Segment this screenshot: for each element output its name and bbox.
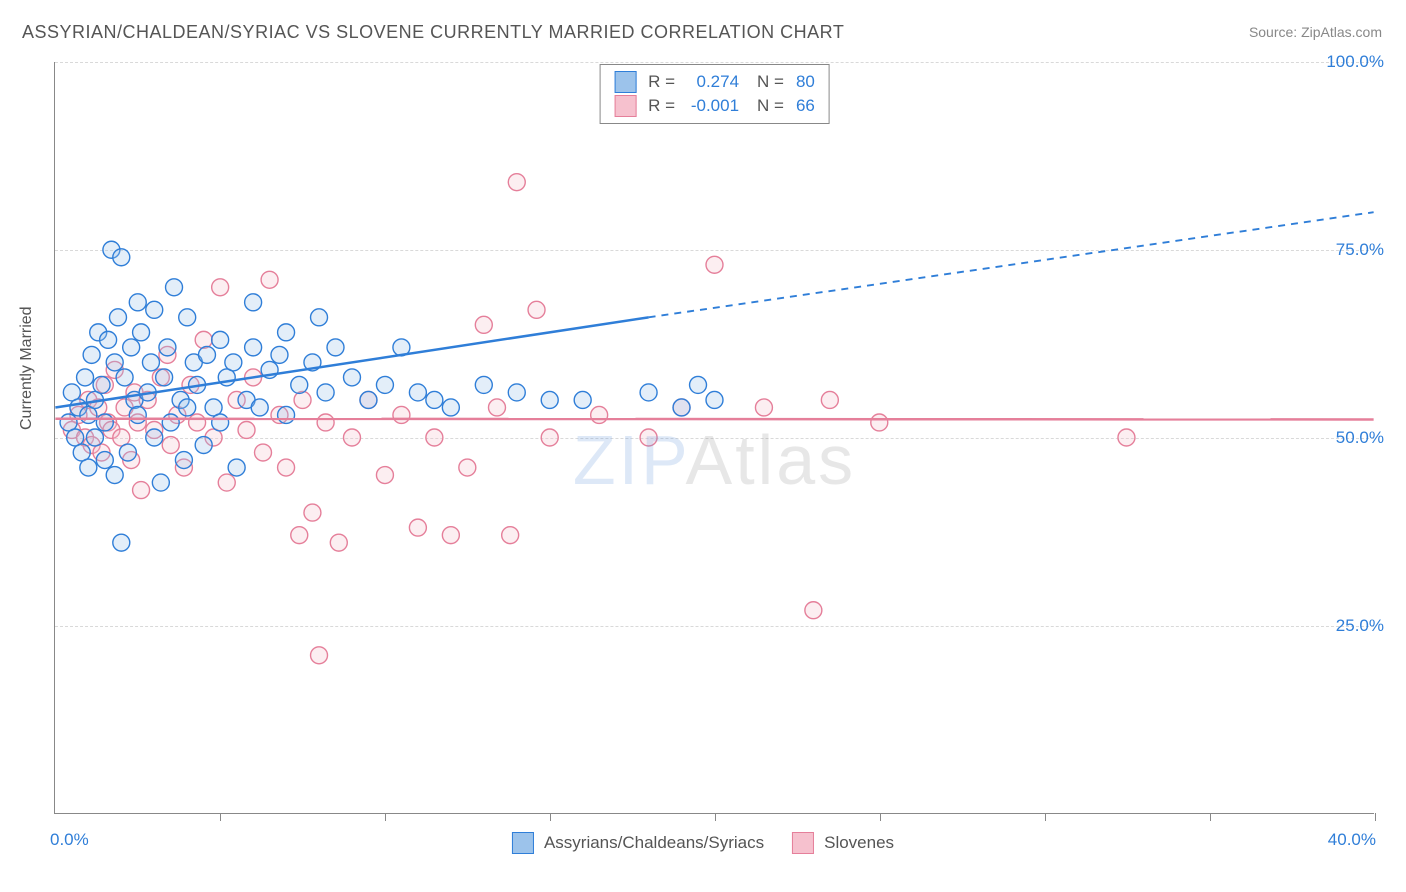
r-label-a: R =: [648, 72, 675, 92]
legend-label-series-a: Assyrians/Chaldeans/Syriacs: [544, 833, 764, 853]
source-attribution: Source: ZipAtlas.com: [1249, 24, 1382, 40]
y-tick-label: 100.0%: [1326, 52, 1384, 72]
r-value-a: 0.274: [687, 72, 739, 92]
series-legend: Assyrians/Chaldeans/Syriacs Slovenes: [512, 832, 894, 854]
swatch-series-a: [614, 71, 636, 93]
chart-container: ASSYRIAN/CHALDEAN/SYRIAC VS SLOVENE CURR…: [0, 0, 1406, 892]
n-value-a: 80: [796, 72, 815, 92]
y-tick-label: 25.0%: [1336, 616, 1384, 636]
source-prefix: Source:: [1249, 24, 1301, 40]
n-value-b: 66: [796, 96, 815, 116]
swatch-series-b: [614, 95, 636, 117]
legend-label-series-b: Slovenes: [824, 833, 894, 853]
legend-item-series-a: Assyrians/Chaldeans/Syriacs: [512, 832, 764, 854]
r-label-b: R =: [648, 96, 675, 116]
plot-area: ZIPAtlas R = 0.274 N = 80 R = -0.001 N =…: [54, 62, 1374, 814]
swatch-series-b: [792, 832, 814, 854]
legend-row-series-a: R = 0.274 N = 80: [614, 71, 815, 93]
scatter-svg: [55, 62, 1374, 813]
correlation-legend: R = 0.274 N = 80 R = -0.001 N = 66: [599, 64, 830, 124]
n-label-b: N =: [757, 96, 784, 116]
swatch-series-a: [512, 832, 534, 854]
y-tick-label: 50.0%: [1336, 428, 1384, 448]
x-max-label: 40.0%: [1328, 830, 1376, 850]
y-tick-label: 75.0%: [1336, 240, 1384, 260]
source-name: ZipAtlas.com: [1301, 24, 1382, 40]
x-min-label: 0.0%: [50, 830, 89, 850]
y-axis-label: Currently Married: [18, 306, 36, 430]
n-label-a: N =: [757, 72, 784, 92]
chart-title: ASSYRIAN/CHALDEAN/SYRIAC VS SLOVENE CURR…: [22, 22, 844, 43]
r-value-b: -0.001: [687, 96, 739, 116]
legend-item-series-b: Slovenes: [792, 832, 894, 854]
legend-row-series-b: R = -0.001 N = 66: [614, 95, 815, 117]
